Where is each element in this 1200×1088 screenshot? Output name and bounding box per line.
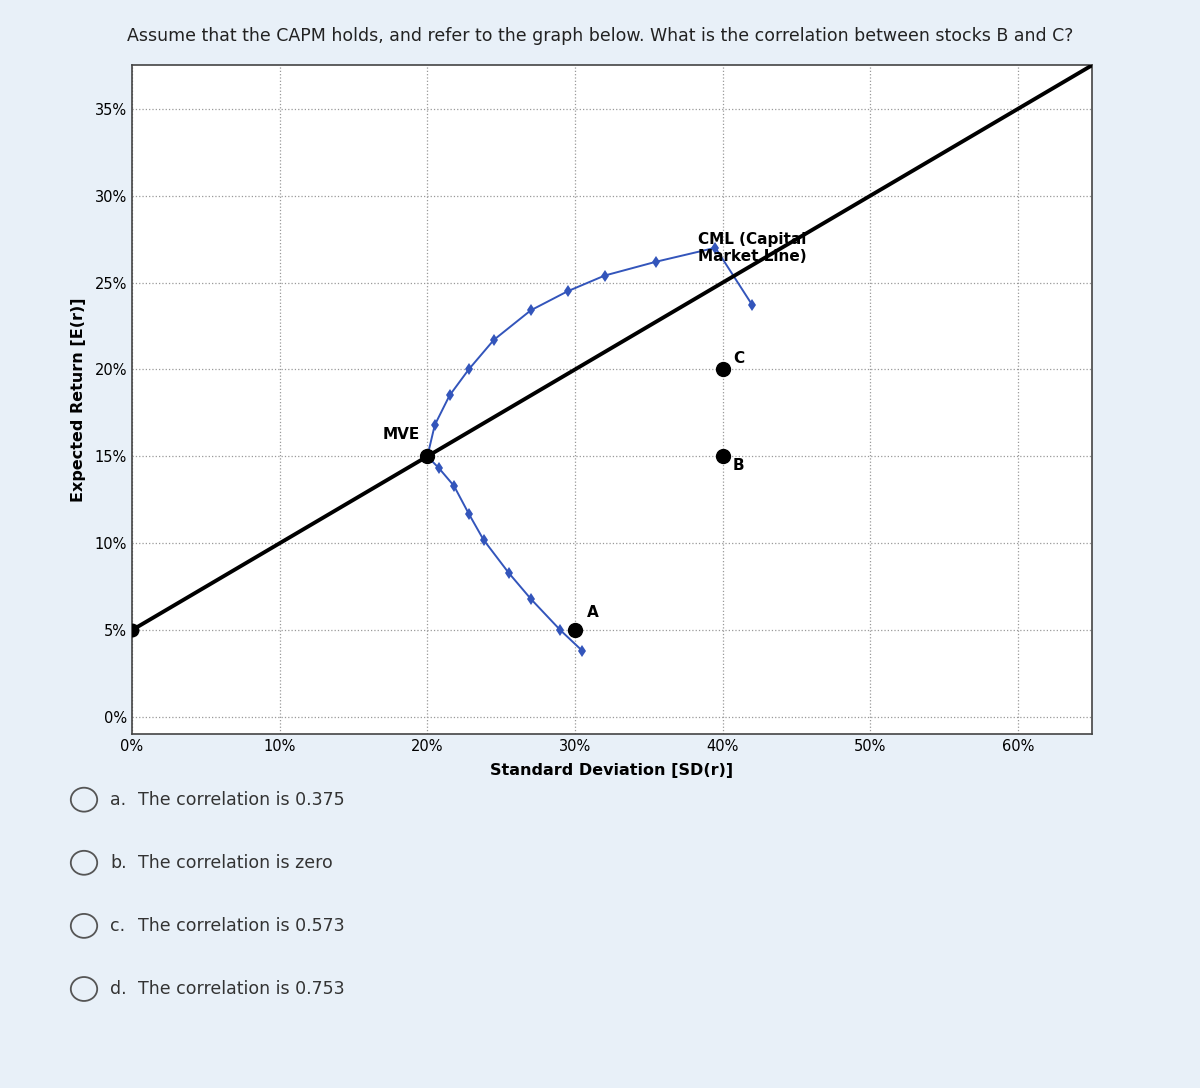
Y-axis label: Expected Return [E(r)]: Expected Return [E(r)] — [71, 298, 86, 502]
Text: The correlation is zero: The correlation is zero — [138, 854, 332, 871]
Text: The correlation is 0.753: The correlation is 0.753 — [138, 980, 344, 998]
Text: b.: b. — [110, 854, 127, 871]
Text: Assume that the CAPM holds, and refer to the graph below. What is the correlatio: Assume that the CAPM holds, and refer to… — [127, 27, 1073, 46]
Text: C: C — [733, 351, 744, 366]
Text: c.: c. — [110, 917, 126, 935]
Text: a.: a. — [110, 791, 126, 808]
Text: B: B — [733, 458, 745, 473]
X-axis label: Standard Deviation [SD(r)]: Standard Deviation [SD(r)] — [491, 763, 733, 778]
Text: CML (Capital
Market Line): CML (Capital Market Line) — [698, 232, 806, 264]
Text: The correlation is 0.573: The correlation is 0.573 — [138, 917, 344, 935]
Text: A: A — [587, 605, 599, 620]
Text: d.: d. — [110, 980, 127, 998]
Text: MVE: MVE — [383, 428, 420, 443]
Text: The correlation is 0.375: The correlation is 0.375 — [138, 791, 344, 808]
